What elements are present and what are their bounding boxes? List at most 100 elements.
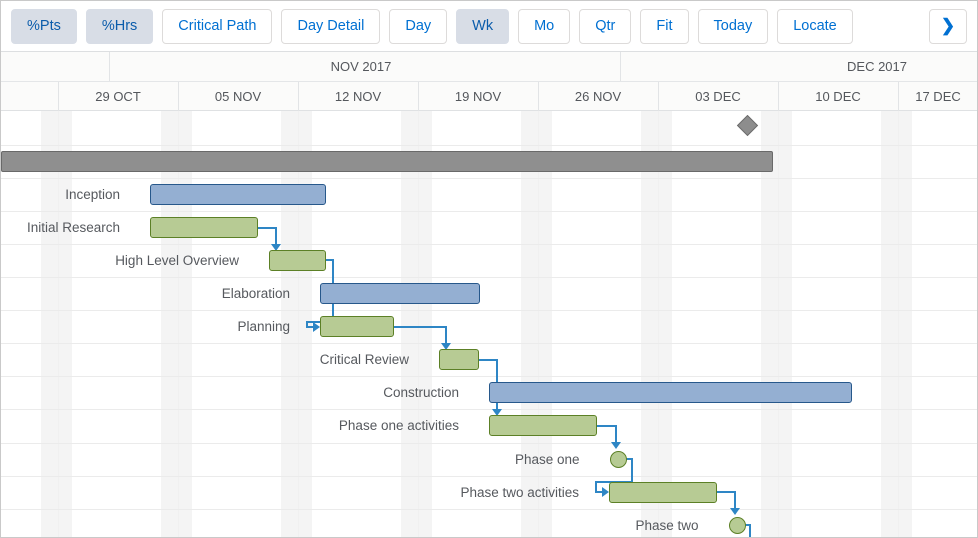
dependency-line xyxy=(716,491,736,493)
task-label-initial-research: Initial Research xyxy=(26,219,120,235)
task-bar-critical-review[interactable] xyxy=(439,349,479,371)
row-gridline xyxy=(1,243,977,245)
chevron-right-icon: ❯ xyxy=(940,16,956,35)
task-label-construction: Construction xyxy=(383,385,459,401)
weekend-column xyxy=(521,111,552,537)
project-summary-bar[interactable] xyxy=(1,150,773,172)
row-gridline xyxy=(1,409,977,411)
dependency-line xyxy=(625,458,633,460)
scroll-right-button[interactable]: ❯ xyxy=(929,8,967,44)
toolbar-button-critical-path[interactable]: Critical Path xyxy=(162,8,273,44)
week-separator xyxy=(778,82,779,111)
toolbar-button-locate[interactable]: Locate xyxy=(777,8,853,44)
weekend-column xyxy=(761,111,792,537)
dependency-line xyxy=(615,425,617,443)
week-label-05-nov: 05 NOV xyxy=(214,89,262,104)
dependency-line xyxy=(445,326,447,344)
task-bar-planning[interactable] xyxy=(320,316,394,338)
month-label-nov-2017: NOV 2017 xyxy=(330,59,392,74)
week-gridline xyxy=(418,111,419,537)
toolbar-button-hrs[interactable]: %Hrs xyxy=(85,8,154,44)
toolbar-button-mo[interactable]: Mo xyxy=(518,8,571,44)
row-gridline xyxy=(1,277,977,278)
weekend-column xyxy=(161,111,192,537)
dependency-line xyxy=(257,227,277,229)
week-label-03-dec: 03 DEC xyxy=(695,89,741,104)
task-label-high-level-overview: High Level Overview xyxy=(115,252,239,268)
weekend-column xyxy=(401,111,432,537)
row-gridline xyxy=(1,310,977,312)
row-gridline xyxy=(1,177,977,179)
week-gridline xyxy=(58,111,59,537)
weekend-column xyxy=(641,111,672,537)
week-separator xyxy=(658,82,659,111)
dependency-arrowhead xyxy=(602,487,609,497)
task-label-planning: Planning xyxy=(237,319,290,335)
week-gridline xyxy=(898,111,899,537)
month-label-dec-2017: DEC 2017 xyxy=(847,59,907,74)
toolbar-button-pts[interactable]: %Pts xyxy=(11,8,77,44)
dependency-arrowhead xyxy=(492,409,502,416)
toolbar: %Pts %Hrs Critical Path Day Detail Day Wk Mo Qt… xyxy=(1,1,977,52)
task-label-phase-one-activities: Phase one activities xyxy=(338,418,459,434)
month-separator xyxy=(620,52,621,81)
task-label-phase-two-activities: Phase two activities xyxy=(460,484,579,500)
row-gridline xyxy=(1,376,977,378)
dependency-line xyxy=(306,326,314,328)
week-separator xyxy=(178,82,179,111)
week-label-17-dec: 17 DEC xyxy=(915,89,961,104)
task-label-elaboration: Elaboration xyxy=(221,286,290,301)
project-milestone[interactable] xyxy=(736,114,758,136)
weekend-column xyxy=(41,111,72,537)
toolbar-button-group: %Pts %Hrs Critical Path Day Detail Day Wk Mo Qt… xyxy=(11,8,929,44)
week-label-29-oct: 29 OCT xyxy=(95,89,141,104)
week-gridline xyxy=(658,111,659,537)
week-separator xyxy=(898,82,899,111)
gantt-chart-area: Inception Initial Research High Level Over… xyxy=(1,111,977,537)
week-separator xyxy=(58,82,59,111)
dependency-line xyxy=(631,458,633,483)
toolbar-button-wk[interactable]: Wk xyxy=(456,8,510,44)
task-bar-high-level-overview[interactable] xyxy=(269,249,326,271)
dependency-line xyxy=(306,321,308,328)
month-header-row: NOV 2017 DEC 2017 xyxy=(1,52,977,82)
timeline-header: NOV 2017 DEC 2017 29 OCT 05 NOV 12 NOV 19 NO… xyxy=(1,52,977,111)
weekend-column xyxy=(881,111,912,537)
row-gridline xyxy=(1,508,977,510)
task-bar-initial-research[interactable] xyxy=(150,216,258,238)
week-separator xyxy=(418,82,419,111)
dependency-line xyxy=(596,425,617,427)
dependency-line xyxy=(595,491,603,493)
dependency-line xyxy=(734,491,736,509)
row-gridline xyxy=(1,210,977,212)
dependency-line xyxy=(595,481,597,493)
task-bar-inception[interactable] xyxy=(150,183,326,205)
task-label-inception: Inception xyxy=(65,186,120,202)
dependency-line xyxy=(325,259,334,261)
toolbar-button-today[interactable]: Today xyxy=(697,8,769,44)
task-label-phase-one: Phase one xyxy=(514,451,580,467)
week-gridline xyxy=(538,111,539,537)
toolbar-button-qtr[interactable]: Qtr xyxy=(579,8,632,44)
week-label-12-nov: 12 NOV xyxy=(334,89,382,104)
milestone-circle-phase-one[interactable] xyxy=(609,450,627,468)
task-label-phase-two: Phase two xyxy=(635,517,699,533)
toolbar-button-day-detail[interactable]: Day Detail xyxy=(281,8,381,44)
row-gridline xyxy=(1,343,977,345)
milestone-circle-phase-two[interactable] xyxy=(728,516,746,534)
task-bar-elaboration[interactable] xyxy=(320,283,480,304)
dependency-line xyxy=(393,326,447,328)
dependency-arrowhead xyxy=(313,322,320,332)
row-gridline xyxy=(1,144,977,146)
dependency-line xyxy=(275,227,277,245)
dependency-arrowhead xyxy=(441,343,451,350)
row-gridline xyxy=(1,442,977,444)
task-bar-phase-one-activities[interactable] xyxy=(489,415,597,437)
toolbar-button-fit[interactable]: Fit xyxy=(640,8,689,44)
task-bar-phase-two-activities[interactable] xyxy=(609,481,717,503)
week-header-row: 29 OCT 05 NOV 12 NOV 19 NOV 26 NOV 03 DEC 10 D… xyxy=(1,82,977,111)
toolbar-button-day[interactable]: Day xyxy=(389,8,448,44)
month-separator xyxy=(109,52,110,81)
task-bar-construction[interactable] xyxy=(489,382,852,404)
